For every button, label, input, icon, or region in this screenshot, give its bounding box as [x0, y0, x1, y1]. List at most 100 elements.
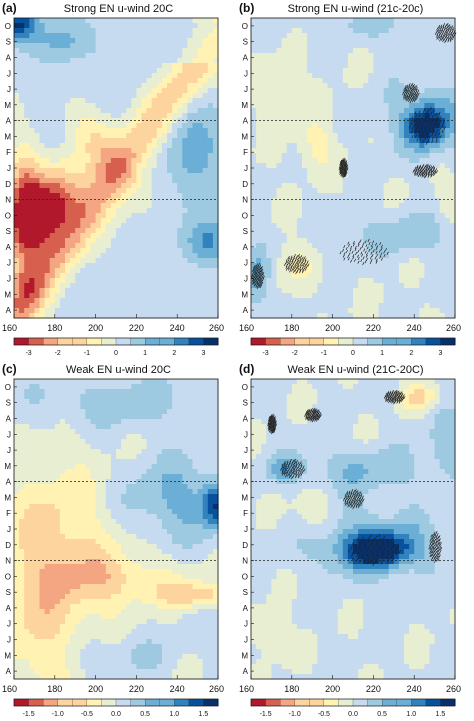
heatmap-cell: [19, 143, 25, 149]
heatmap-cell: [256, 173, 262, 179]
heatmap-cell: [404, 268, 410, 274]
heatmap-cell: [368, 143, 374, 149]
heatmap-cell: [65, 143, 71, 149]
heatmap-cell: [19, 308, 25, 314]
heatmap-cell: [136, 18, 143, 24]
heatmap-cell: [424, 223, 431, 229]
heatmap-cell: [439, 23, 446, 29]
heatmap-cell: [424, 133, 431, 139]
heatmap-cell: [449, 98, 456, 104]
heatmap-cell: [141, 83, 148, 89]
heatmap-cell: [182, 198, 188, 204]
heatmap-cell: [419, 38, 425, 44]
heatmap-cell: [187, 78, 194, 84]
heatmap-cell: [434, 48, 441, 54]
heatmap-cell: [286, 63, 293, 69]
heatmap-cell: [49, 268, 56, 274]
heatmap-cell: [182, 273, 188, 279]
stipple-mark: [292, 257, 295, 261]
heatmap-cell: [85, 293, 92, 299]
heatmap-cell: [105, 93, 112, 99]
heatmap-cell: [317, 143, 323, 149]
heatmap-cell: [286, 123, 293, 129]
heatmap-cell: [327, 148, 334, 154]
heatmap-cell: [312, 93, 318, 99]
heatmap-cell: [302, 248, 308, 254]
heatmap-cell: [212, 203, 219, 209]
heatmap-cell: [70, 168, 76, 174]
heatmap-cell: [347, 78, 354, 84]
heatmap-cell: [39, 238, 46, 244]
stipple-mark: [435, 119, 438, 123]
heatmap-cell: [317, 83, 323, 89]
heatmap-cell: [131, 253, 137, 259]
heatmap-cell: [14, 18, 20, 24]
heatmap-cell: [54, 148, 61, 154]
heatmap-cell: [65, 18, 71, 24]
heatmap-cell: [70, 48, 76, 54]
heatmap-cell: [347, 43, 354, 49]
heatmap-cell: [207, 188, 214, 194]
heatmap-cell: [202, 168, 209, 174]
heatmap-cell: [353, 213, 359, 219]
heatmap-cell: [85, 208, 92, 214]
heatmap-cell: [404, 148, 410, 154]
heatmap-cell: [251, 308, 257, 314]
heatmap-cell: [100, 143, 107, 149]
heatmap-cell: [393, 298, 400, 304]
heatmap-cell: [322, 58, 329, 64]
heatmap-cell: [24, 153, 30, 159]
heatmap-cell: [39, 103, 46, 109]
heatmap-cell: [414, 193, 420, 199]
heatmap-cell: [307, 183, 313, 189]
heatmap-cell: [368, 33, 374, 39]
heatmap-cell: [332, 58, 339, 64]
heatmap-cell: [286, 288, 293, 294]
heatmap-cell: [449, 198, 456, 204]
stipple-mark: [296, 262, 299, 266]
heatmap-cell: [110, 68, 117, 74]
heatmap-cell: [347, 98, 354, 104]
heatmap-cell: [302, 203, 308, 209]
heatmap-cell: [100, 138, 107, 144]
heatmap-cell: [192, 138, 199, 144]
heatmap-cell: [70, 38, 76, 44]
heatmap-cell: [182, 308, 188, 314]
heatmap-cell: [85, 263, 92, 269]
heatmap-cell: [302, 303, 308, 309]
heatmap-cell: [207, 153, 214, 159]
heatmap-cell: [212, 63, 219, 69]
heatmap-cell: [202, 138, 209, 144]
heatmap-cell: [358, 48, 364, 54]
heatmap-cell: [307, 158, 313, 164]
heatmap-cell: [197, 93, 204, 99]
heatmap-cell: [177, 148, 183, 154]
heatmap-cell: [110, 138, 117, 144]
heatmap-cell: [80, 23, 86, 29]
stipple-mark: [422, 134, 425, 138]
heatmap-cell: [444, 213, 451, 219]
heatmap-cell: [271, 243, 278, 249]
heatmap-cell: [358, 273, 364, 279]
heatmap-cell: [212, 133, 219, 139]
heatmap-cell: [434, 88, 441, 94]
heatmap-cell: [65, 268, 71, 274]
heatmap-cell: [286, 243, 293, 249]
heatmap-cell: [276, 58, 283, 64]
heatmap-cell: [182, 173, 188, 179]
heatmap-cell: [444, 278, 451, 284]
heatmap-cell: [34, 58, 41, 64]
x-tick-label: 160: [2, 323, 17, 333]
heatmap-cell: [271, 183, 278, 189]
heatmap-cell: [29, 63, 35, 69]
heatmap-cell: [116, 243, 122, 249]
heatmap-cell: [49, 273, 56, 279]
heatmap-cell: [266, 163, 272, 169]
heatmap-cell: [291, 58, 298, 64]
heatmap-cell: [429, 23, 436, 29]
heatmap-cell: [44, 193, 51, 199]
heatmap-cell: [439, 203, 446, 209]
heatmap-cell: [85, 138, 92, 144]
heatmap-cell: [383, 38, 390, 44]
heatmap-cell: [332, 133, 339, 139]
